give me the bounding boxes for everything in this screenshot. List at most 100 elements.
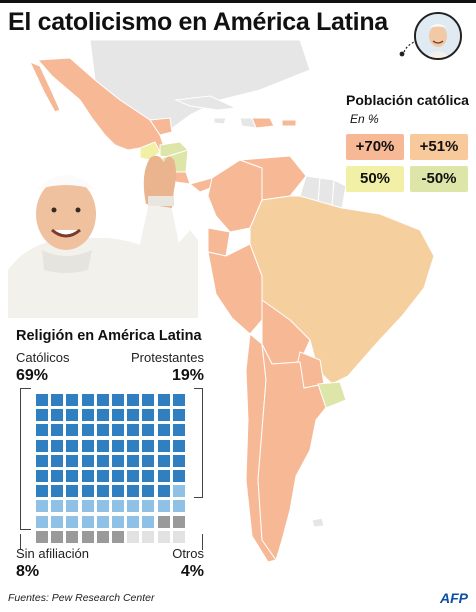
waffle-cell-catolicos	[157, 424, 170, 437]
waffle-cell-catolicos	[172, 424, 185, 437]
region-jamaica	[213, 117, 227, 125]
waffle-cell-sinafiliacion	[112, 530, 124, 543]
waffle-cell-catolicos	[127, 454, 140, 467]
waffle-cell-sinafiliacion	[36, 530, 48, 543]
waffle-cell-catolicos	[81, 454, 94, 467]
catolicos-bracket	[20, 388, 31, 530]
waffle-cell-catolicos	[66, 454, 79, 467]
waffle-cell-catolicos	[81, 439, 94, 452]
waffle-cell-protestantes	[127, 500, 140, 513]
waffle-cell-catolicos	[142, 485, 155, 498]
waffle-cell-sinafiliacion	[81, 530, 94, 543]
waffle-cell-sinafiliacion	[51, 530, 64, 543]
waffle-cell-catolicos	[157, 439, 170, 452]
waffle-cell-protestantes	[66, 500, 79, 513]
waffle-cell-catolicos	[112, 424, 124, 437]
waffle-cell-catolicos	[96, 439, 109, 452]
waffle-cell-protestantes	[96, 500, 109, 513]
waffle-cell-catolicos	[142, 394, 155, 406]
waffle-cell-catolicos	[127, 470, 140, 482]
waffle-cell-catolicos	[36, 409, 48, 422]
waffle-cell-protestantes	[36, 515, 48, 528]
waffle-cell-catolicos	[81, 394, 94, 406]
pope-face-icon	[416, 14, 460, 58]
region-baja	[29, 61, 61, 113]
region-puertorico	[281, 119, 297, 127]
waffle-cell-catolicos	[96, 470, 109, 482]
thumbnail-pointer-dot	[399, 51, 405, 57]
sinafiliacion-label: Sin afiliación	[16, 546, 89, 561]
waffle-cell-catolicos	[127, 409, 140, 422]
waffle-cell-sinafiliacion	[66, 530, 79, 543]
waffle-cell-protestantes	[157, 500, 170, 513]
waffle-cell-catolicos	[127, 485, 140, 498]
legend-swatches: +70% +51% 50% -50%	[346, 134, 470, 192]
region-hispaniola-haiti	[239, 117, 257, 129]
region-uruguay	[317, 381, 347, 409]
waffle-cell-protestantes	[36, 500, 48, 513]
waffle-cell-catolicos	[142, 470, 155, 482]
catolicos-pct: 69%	[16, 367, 49, 384]
religion-panel: Religión en América Latina Católicos 69%…	[10, 322, 210, 590]
waffle-cell-protestantes	[51, 515, 64, 528]
waffle-cell-catolicos	[36, 424, 48, 437]
waffle-cell-catolicos	[142, 424, 155, 437]
waffle-cell-protestantes	[172, 500, 185, 513]
pope-photo-illustration	[8, 155, 198, 318]
waffle-cell-catolicos	[51, 439, 64, 452]
waffle-cell-otros	[142, 530, 155, 543]
waffle-cell-catolicos	[127, 394, 140, 406]
waffle-cell-catolicos	[157, 409, 170, 422]
waffle-cell-sinafiliacion	[157, 515, 170, 528]
waffle-cell-protestantes	[112, 515, 124, 528]
waffle-cell-catolicos	[66, 470, 79, 482]
region-cuba	[174, 95, 238, 111]
waffle-cell-catolicos	[51, 409, 64, 422]
waffle-cell-otros	[157, 530, 170, 543]
otros-label: Otros	[172, 546, 204, 561]
waffle-cell-catolicos	[66, 394, 79, 406]
waffle-cell-catolicos	[142, 454, 155, 467]
waffle-cell-catolicos	[172, 470, 185, 482]
waffle-cell-catolicos	[96, 454, 109, 467]
waffle-cell-otros	[127, 530, 140, 543]
waffle-cell-catolicos	[51, 485, 64, 498]
waffle-cell-catolicos	[51, 394, 64, 406]
waffle-cell-catolicos	[66, 485, 79, 498]
protestantes-pct: 19%	[171, 367, 204, 384]
waffle-cell-protestantes	[142, 515, 155, 528]
waffle-cell-protestantes	[142, 500, 155, 513]
region-argentina	[257, 343, 333, 562]
otros-pct: 4%	[180, 563, 204, 580]
waffle-cell-protestantes	[112, 500, 124, 513]
waffle-cell-protestantes	[96, 515, 109, 528]
waffle-cell-catolicos	[96, 485, 109, 498]
sinafiliacion-pct: 8%	[16, 563, 40, 580]
waffle-cell-catolicos	[157, 454, 170, 467]
waffle-cell-catolicos	[112, 485, 124, 498]
otros-bracket	[194, 534, 203, 550]
waffle-cell-catolicos	[127, 424, 140, 437]
protestantes-label: Protestantes	[131, 350, 204, 365]
waffle-cell-catolicos	[112, 470, 124, 482]
waffle-cell-catolicos	[172, 409, 185, 422]
waffle-cell-catolicos	[66, 409, 79, 422]
sinafiliacion-bracket	[20, 534, 31, 550]
waffle-cell-catolicos	[157, 394, 170, 406]
waffle-cell-catolicos	[157, 485, 170, 498]
region-ecuador	[207, 227, 231, 257]
waffle-cell-catolicos	[96, 394, 109, 406]
waffle-cell-catolicos	[172, 439, 185, 452]
waffle-cell-catolicos	[66, 424, 79, 437]
waffle-cell-catolicos	[112, 394, 124, 406]
waffle-cell-catolicos	[36, 485, 48, 498]
waffle-cell-catolicos	[157, 470, 170, 482]
waffle-cell-catolicos	[36, 394, 48, 406]
waffle-cell-catolicos	[142, 409, 155, 422]
region-frguiana	[331, 179, 347, 209]
waffle-cell-protestantes	[81, 515, 94, 528]
waffle-cell-catolicos	[36, 439, 48, 452]
waffle-cell-protestantes	[81, 500, 94, 513]
waffle-cell-protestantes	[51, 500, 64, 513]
